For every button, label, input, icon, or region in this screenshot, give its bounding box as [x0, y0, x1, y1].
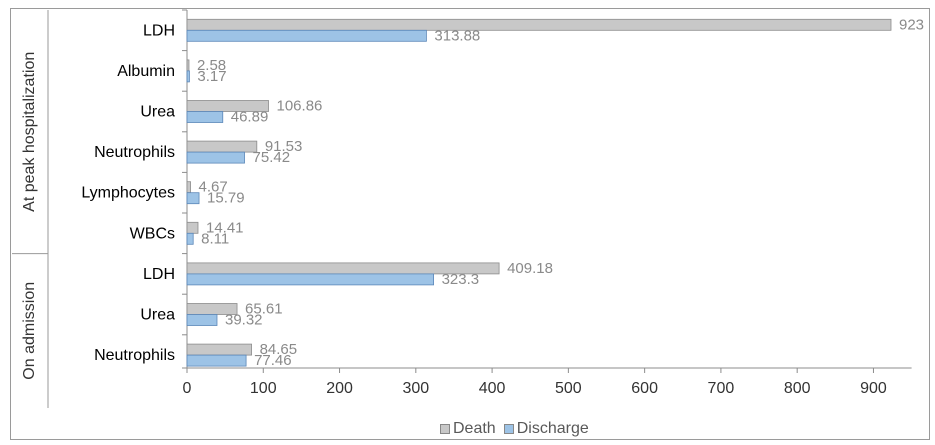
- bar-death: [186, 343, 252, 356]
- category-label: Neutrophils: [94, 144, 175, 161]
- data-label-death: 409.18: [507, 260, 553, 277]
- data-label-death: 4.67: [199, 179, 228, 196]
- bar-discharge: [186, 192, 200, 205]
- data-label-discharge: 39.32: [225, 312, 263, 329]
- category-label: Urea: [140, 104, 175, 121]
- data-label-discharge: 8.11: [201, 230, 229, 247]
- legend-swatch-death: [440, 424, 450, 434]
- x-tick-label: 200: [326, 380, 353, 397]
- x-tick-label: 900: [860, 380, 887, 397]
- data-label-death: 65.61: [245, 301, 283, 318]
- bar-discharge: [186, 29, 427, 42]
- data-label-death: 91.53: [265, 138, 303, 155]
- x-tick-label: 500: [555, 380, 582, 397]
- category-label: LDH: [143, 22, 175, 39]
- data-label-death: 2.58: [197, 57, 226, 74]
- x-tick-label: 300: [402, 380, 429, 397]
- bar-death: [186, 18, 892, 31]
- category-label: Lymphocytes: [81, 185, 175, 202]
- data-label-discharge: 46.89: [231, 109, 269, 126]
- data-label-discharge: 77.46: [254, 352, 292, 369]
- data-label-death: 14.41: [206, 219, 244, 236]
- legend-label-death: Death: [453, 420, 496, 437]
- bar-discharge: [186, 273, 434, 286]
- bar-discharge: [186, 354, 247, 367]
- category-label: WBCs: [130, 225, 175, 242]
- data-label-discharge: 313.88: [434, 27, 480, 44]
- x-tick-label: 600: [631, 380, 658, 397]
- x-tick-label: 700: [708, 380, 735, 397]
- legend-item-discharge: Discharge: [503, 420, 589, 438]
- category-label: LDH: [143, 266, 175, 283]
- legend-item-death: Death: [440, 420, 496, 438]
- x-tick-label: 100: [250, 380, 277, 397]
- category-label: Albumin: [117, 63, 175, 80]
- x-tick-label: 400: [479, 380, 506, 397]
- bar-discharge: [186, 70, 190, 83]
- category-label: Urea: [140, 307, 175, 324]
- bar-discharge: [186, 111, 224, 123]
- bar-death: [186, 181, 191, 194]
- data-label-discharge: 15.79: [207, 190, 245, 207]
- data-label-death: 923: [899, 16, 924, 33]
- data-label-discharge: 3.17: [197, 68, 226, 85]
- data-label-death: 106.86: [277, 98, 323, 115]
- chart-legend: Death Discharge: [440, 420, 597, 438]
- legend-label-discharge: Discharge: [516, 420, 589, 437]
- category-label: Neutrophils: [94, 347, 175, 364]
- x-tick-label: 800: [784, 380, 811, 397]
- bar-discharge: [186, 151, 245, 164]
- x-tick-label: 0: [183, 380, 192, 397]
- bar-death: [186, 59, 190, 72]
- bar-death: [186, 221, 199, 234]
- bar-death: [186, 100, 269, 112]
- bar-death: [186, 140, 258, 153]
- bar-discharge: [186, 314, 218, 326]
- group-label-on-admission: On admission: [21, 282, 38, 380]
- data-label-discharge: 75.42: [253, 149, 291, 166]
- legend-swatch-discharge: [503, 424, 514, 434]
- data-label-death: 84.65: [260, 341, 298, 358]
- group-label-peak-hospitalization: At peak hospitalization: [21, 52, 38, 212]
- data-label-discharge: 323.3: [442, 271, 480, 288]
- bar-discharge: [186, 232, 194, 245]
